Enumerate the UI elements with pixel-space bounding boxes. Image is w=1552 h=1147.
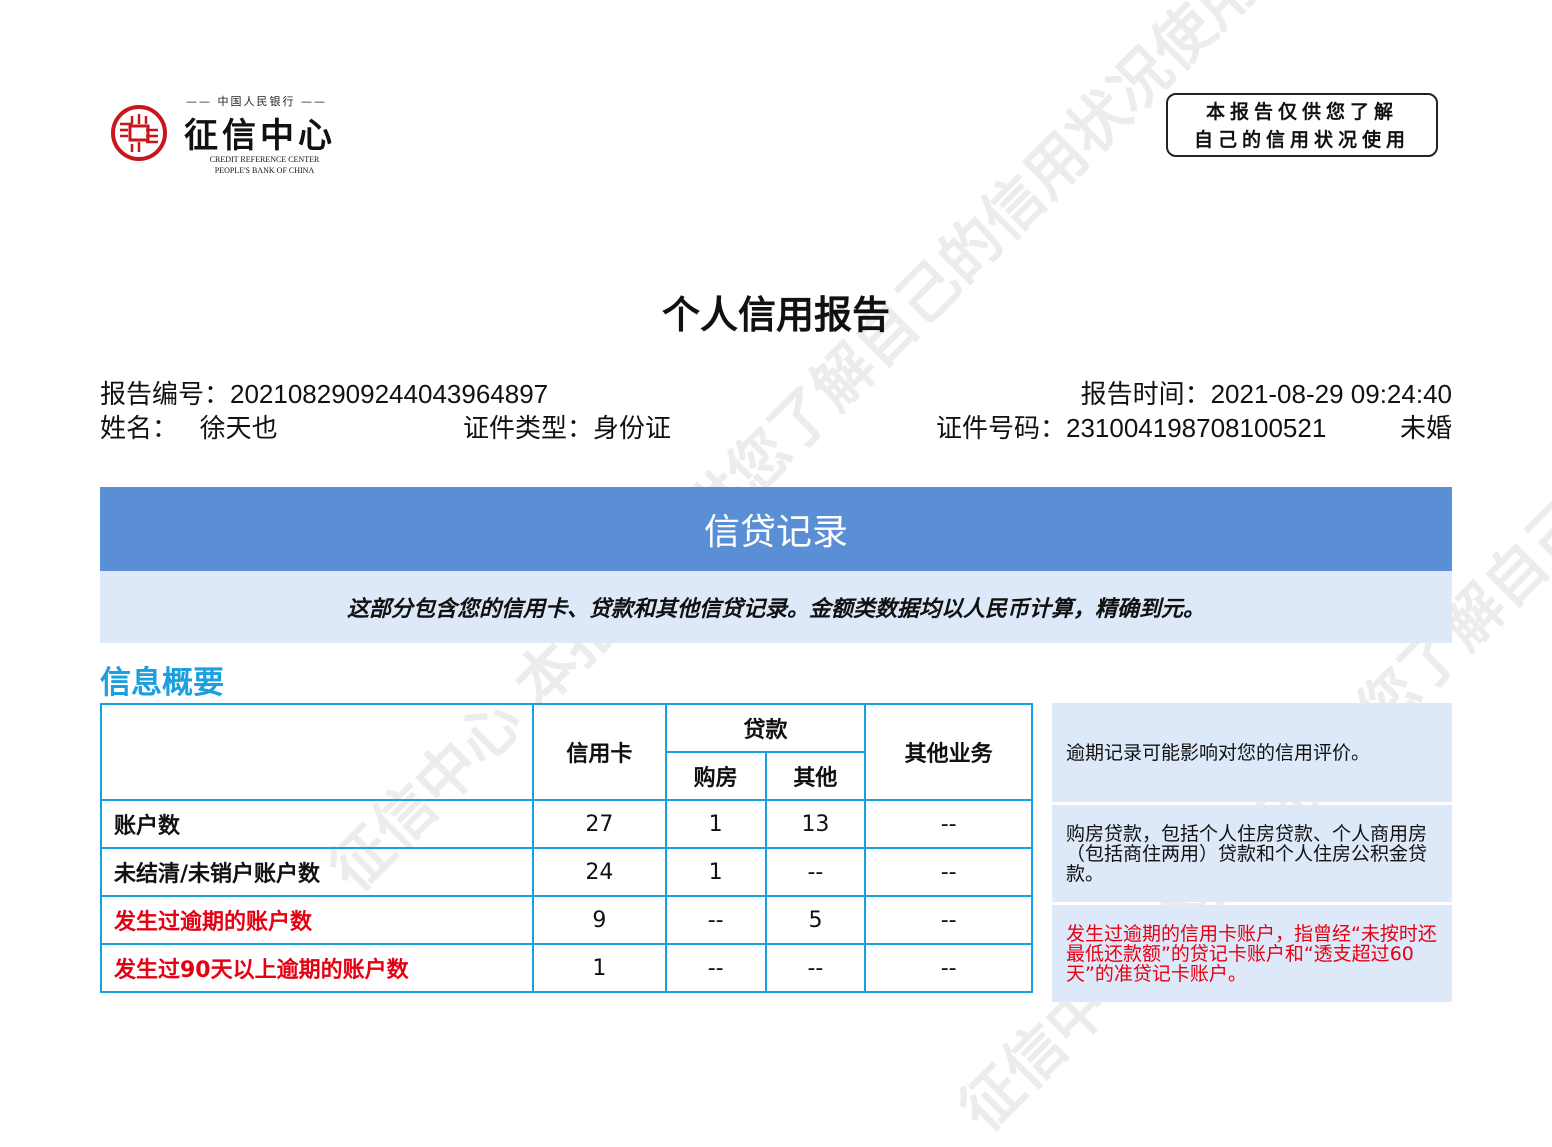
report-number: 报告编号：2021082909244043964897 [100,379,549,409]
person-name: 姓名： 徐天也 [100,413,278,443]
header-credit-card: 信用卡 [532,703,667,801]
header-loan: 贷款 [664,703,867,753]
cell: 1 [532,943,667,993]
id-number: 证件号码：231004198708100521 [936,413,1327,443]
cell: -- [764,943,867,993]
row-label: 发生过逾期的账户数 [100,895,534,945]
logo-top-text: —— 中国人民银行 —— [186,95,327,108]
cell: -- [664,895,767,945]
cell: -- [664,943,767,993]
cell: -- [864,943,1033,993]
cell: 9 [532,895,667,945]
row-label: 账户数 [100,799,534,849]
cell: 13 [764,799,867,849]
table-row: 发生过90天以上逾期的账户数 1 -- -- -- [100,943,1033,993]
header-other: 其他 [764,751,867,801]
note-overdue: 逾期记录可能影响对您的信用评价。 [1052,703,1452,802]
cell: 27 [532,799,667,849]
cell: -- [764,847,867,897]
usage-stamp: 本报告仅供您了解 自己的信用状况使用 [1166,93,1438,157]
table-row: 账户数 27 1 13 -- [100,799,1033,849]
note-overdue-card: 发生过逾期的信用卡账户，指曾经“未按时还最低还款额”的贷记卡账户和“透支超过60… [1052,905,1452,1002]
report-title: 个人信用报告 [661,293,890,337]
cell: 1 [664,847,767,897]
header-other-business: 其他业务 [864,703,1033,801]
logo-english: CREDIT REFERENCE CENTER PEOPLE'S BANK OF … [209,155,320,175]
marital-status: 未婚 [1399,413,1452,443]
header-empty [100,703,534,801]
table-row: 发生过逾期的账户数 9 -- 5 -- [100,895,1033,945]
cell: 5 [764,895,867,945]
cell: 24 [532,847,667,897]
cell: -- [864,799,1033,849]
row-label: 发生过90天以上逾期的账户数 [100,943,534,993]
table-row: 未结清/未销户账户数 24 1 -- -- [100,847,1033,897]
cell: 1 [664,799,767,849]
credit-center-seal-logo [111,105,167,161]
header-housing: 购房 [664,751,767,801]
report-time: 报告时间：2021-08-29 09:24:40 [1080,379,1452,409]
id-type: 证件类型：身份证 [463,413,672,443]
summary-table: 信用卡 贷款 其他业务 购房 其他 账户数 27 1 13 -- 未结清/未销户… [100,703,1033,993]
section-banner: 信贷记录 [100,487,1452,571]
note-housing-loan: 购房贷款，包括个人住房贷款、个人商用房（包括商住两用）贷款和个人住房公积金贷款。 [1052,805,1452,902]
cell: -- [864,895,1033,945]
row-label: 未结清/未销户账户数 [100,847,534,897]
section-description: 这部分包含您的信用卡、贷款和其他信贷记录。金额类数据均以人民币计算，精确到元。 [100,571,1452,643]
logo-title: 征信中心 [184,116,336,156]
summary-heading: 信息概要 [100,665,224,701]
cell: -- [864,847,1033,897]
